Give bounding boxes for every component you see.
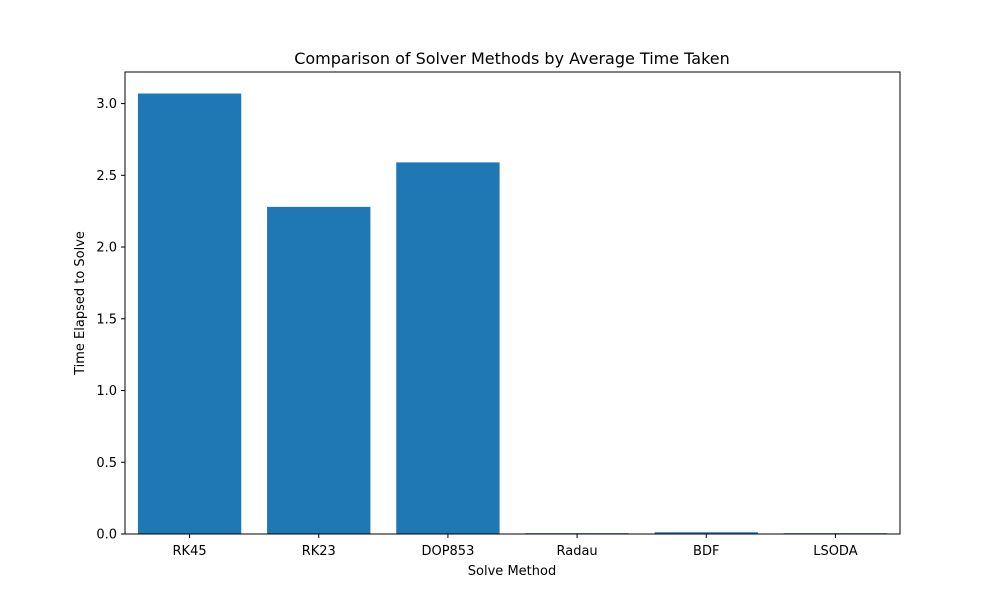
y-axis-label: Time Elapsed to Solve [73,231,88,376]
chart-title: Comparison of Solver Methods by Average … [294,49,730,68]
y-tick-label: 2.5 [96,169,117,184]
plot-frame [124,71,901,535]
bar-rk23 [267,206,371,534]
y-tick-label: 3.0 [96,97,117,112]
x-tick-label: LSODA [813,544,858,559]
x-axis-label: Solve Method [468,564,556,579]
bar-rk45 [137,93,242,535]
plot-area: RK45 RK23 DOP853 Radau BDF LSODA 0.0 0.5 1.0 1.5 2… [96,71,901,559]
x-tick-label: Radau [556,544,597,559]
bar-bdf [654,532,758,534]
x-tick-label: BDF [693,544,719,559]
x-tick-label: DOP853 [421,544,474,559]
y-tick-label: 2.0 [96,241,117,256]
x-tick-label: RK23 [302,544,336,559]
y-tick-label: 1.5 [96,312,117,327]
y-tick-label: 1.0 [96,384,117,399]
y-tick-label: 0.5 [96,456,117,471]
bar-dop853 [396,162,500,535]
y-tick-label: 0.0 [96,528,117,543]
x-tick-label: RK45 [173,544,207,559]
